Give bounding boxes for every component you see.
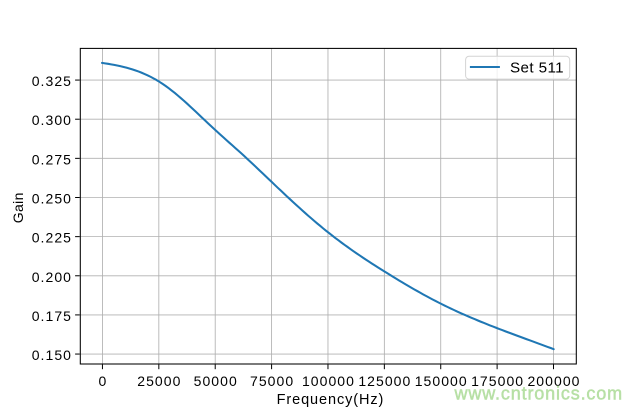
svg-text:25000: 25000 — [137, 373, 181, 389]
svg-text:0.325: 0.325 — [32, 73, 72, 89]
svg-text:125000: 125000 — [358, 373, 411, 389]
svg-text:0.275: 0.275 — [32, 151, 72, 167]
svg-text:0.250: 0.250 — [32, 190, 72, 206]
svg-text:200000: 200000 — [527, 373, 580, 389]
svg-text:0: 0 — [99, 373, 108, 389]
svg-text:100000: 100000 — [302, 373, 355, 389]
svg-text:75000: 75000 — [250, 373, 294, 389]
svg-text:0.175: 0.175 — [32, 308, 72, 324]
svg-text:175000: 175000 — [471, 373, 524, 389]
svg-text:Set 511: Set 511 — [510, 60, 564, 77]
svg-text:0.150: 0.150 — [32, 347, 72, 363]
svg-text:50000: 50000 — [194, 373, 238, 389]
svg-text:0.225: 0.225 — [32, 230, 72, 246]
svg-text:Frequency(Hz): Frequency(Hz) — [277, 392, 385, 408]
svg-text:150000: 150000 — [415, 373, 468, 389]
svg-text:0.300: 0.300 — [32, 112, 72, 128]
svg-text:Gain: Gain — [10, 192, 26, 223]
svg-text:0.200: 0.200 — [32, 269, 72, 285]
svg-text:www.cntronics.com: www.cntronics.com — [454, 383, 624, 403]
